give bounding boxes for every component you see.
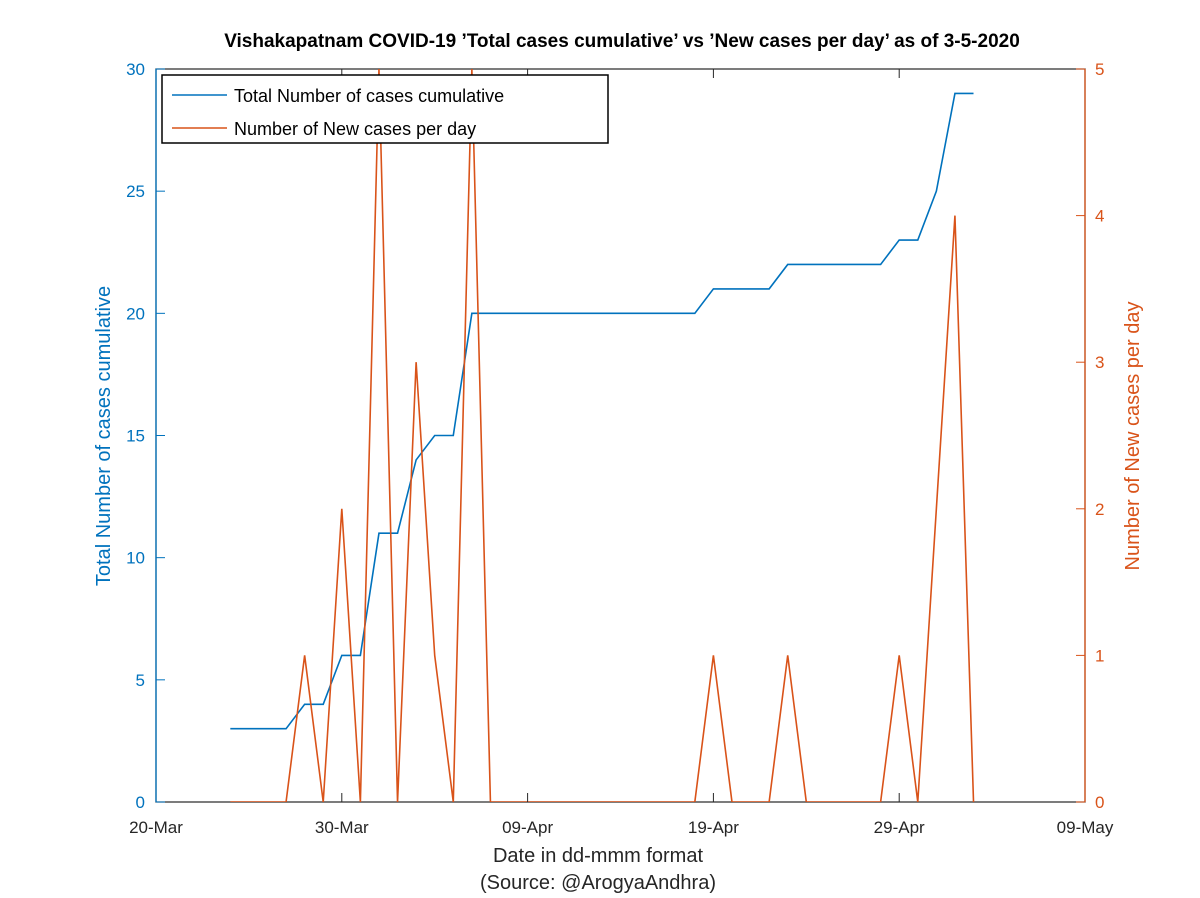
y-axis-right-title: Number of New cases per day — [1122, 301, 1144, 570]
y-left-tick-label: 25 — [126, 182, 145, 201]
y-right-tick-label: 0 — [1095, 793, 1104, 812]
x-tick-label: 09-Apr — [502, 818, 553, 837]
legend-label-total-cases: Total Number of cases cumulative — [234, 86, 504, 106]
y-right-tick-label: 2 — [1095, 500, 1104, 519]
x-tick-label: 09-May — [1057, 818, 1114, 837]
x-tick-label: 19-Apr — [688, 818, 739, 837]
chart-title: Vishakapatnam COVID-19 ’Total cases cumu… — [224, 31, 1020, 52]
y-left-tick-label: 15 — [126, 427, 145, 446]
y-right-tick-label: 5 — [1095, 60, 1104, 79]
y-left-tick-label: 0 — [136, 793, 145, 812]
y-left-tick-label: 20 — [126, 304, 145, 323]
y-left-tick-label: 10 — [126, 549, 145, 568]
y-axis-left-title: Total Number of cases cumulative — [93, 286, 115, 586]
y-right-tick-label: 3 — [1095, 353, 1104, 372]
y-left-tick-label: 30 — [126, 60, 145, 79]
legend: Total Number of cases cumulative Number … — [162, 75, 608, 143]
y-right-tick-label: 4 — [1095, 207, 1104, 226]
legend-label-new-cases: Number of New cases per day — [234, 119, 476, 139]
x-axis-title: Date in dd-mmm format — [493, 845, 703, 867]
y-left-tick-label: 5 — [136, 671, 145, 690]
x-axis-source: (Source: @ArogyaAndhra) — [480, 872, 716, 894]
y-right-tick-label: 1 — [1095, 646, 1104, 665]
x-tick-label: 29-Apr — [874, 818, 925, 837]
x-tick-label: 20-Mar — [129, 818, 183, 837]
x-tick-label: 30-Mar — [315, 818, 369, 837]
